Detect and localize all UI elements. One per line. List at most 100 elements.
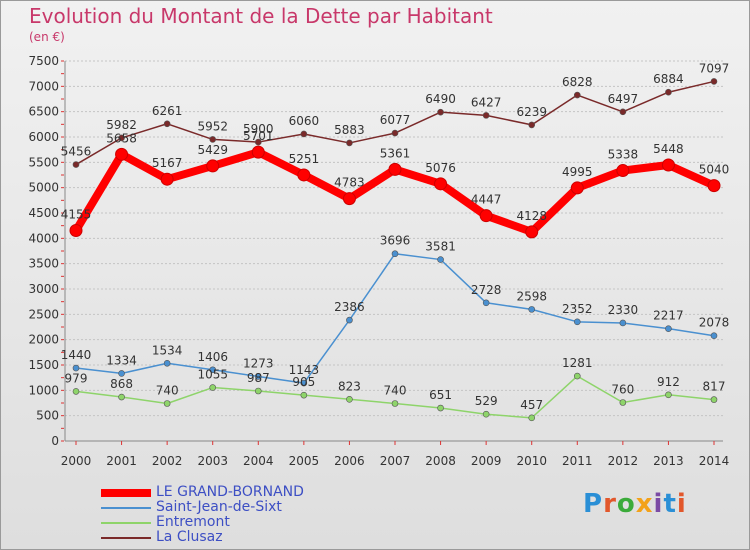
data-point	[254, 373, 262, 380]
data-label: 4155	[61, 207, 92, 221]
data-label: 6490	[425, 92, 456, 106]
data-point	[391, 129, 399, 137]
logo-letter: i	[653, 489, 664, 519]
data-label: 912	[657, 375, 680, 389]
data-label: 1281	[562, 356, 593, 370]
x-tick-label: 2009	[471, 454, 502, 468]
data-label: 5883	[334, 123, 365, 137]
data-point	[72, 161, 80, 168]
data-point	[209, 384, 217, 391]
data-point	[710, 396, 718, 403]
data-label: 7097	[699, 61, 730, 75]
data-point	[72, 388, 80, 395]
data-point	[619, 108, 627, 116]
data-label: 651	[429, 388, 452, 402]
y-tick-label: 500	[36, 409, 59, 423]
x-tick-label: 2012	[608, 454, 639, 468]
logo-letter: t	[663, 489, 677, 519]
data-point	[570, 181, 584, 195]
data-point	[528, 414, 536, 422]
y-tick-label: 4500	[28, 206, 59, 220]
data-point	[616, 164, 630, 178]
x-tick-label: 2011	[562, 454, 593, 468]
data-point	[482, 299, 490, 307]
data-label: 2728	[471, 283, 502, 297]
data-label: 740	[384, 384, 407, 398]
legend-swatch	[101, 537, 151, 539]
data-label: 3696	[380, 234, 411, 248]
x-tick-label: 2006	[334, 454, 365, 468]
data-label: 6239	[516, 105, 547, 119]
data-label: 3581	[425, 240, 456, 254]
data-label: 4447	[471, 193, 502, 207]
data-label: 2598	[516, 289, 547, 303]
data-label: 740	[156, 384, 179, 398]
data-label: 5952	[197, 119, 228, 133]
y-tick-label: 5500	[28, 155, 59, 169]
data-label: 2352	[562, 302, 593, 316]
data-label: 2330	[608, 303, 639, 317]
data-label: 817	[703, 380, 726, 394]
data-point	[346, 139, 353, 147]
data-point	[209, 366, 217, 374]
data-label: 1273	[243, 357, 274, 371]
data-point	[665, 88, 672, 96]
data-label: 5251	[289, 152, 320, 166]
x-tick-label: 2001	[106, 454, 137, 468]
y-tick-label: 2000	[28, 333, 59, 347]
data-point	[665, 325, 672, 332]
y-tick-label: 2500	[28, 307, 59, 321]
data-label: 823	[338, 379, 361, 393]
data-label: 6261	[152, 104, 183, 118]
data-point	[254, 387, 262, 395]
x-tick-label: 2003	[197, 454, 228, 468]
y-tick-label: 6000	[28, 130, 59, 144]
data-point	[525, 225, 539, 239]
data-point	[528, 121, 536, 129]
data-label: 2078	[699, 316, 730, 330]
y-tick-label: 1500	[28, 358, 59, 372]
data-label: 5361	[380, 146, 411, 160]
data-point	[528, 306, 536, 313]
x-tick-label: 2002	[152, 454, 183, 468]
data-point	[163, 359, 171, 367]
data-point	[665, 391, 672, 399]
data-point	[69, 223, 83, 237]
legend-swatch	[101, 507, 151, 509]
data-label: 979	[65, 371, 88, 385]
x-tick-label: 2007	[380, 454, 411, 468]
data-label: 987	[247, 371, 270, 385]
data-label: 457	[520, 398, 543, 412]
data-label: 2217	[653, 309, 684, 323]
data-label: 1143	[289, 363, 320, 377]
data-point	[163, 120, 171, 128]
data-point	[661, 158, 675, 172]
y-tick-label: 7500	[28, 54, 59, 68]
data-label: 2386	[334, 300, 365, 314]
data-point	[482, 112, 490, 119]
data-point	[437, 404, 444, 412]
x-tick-label: 2010	[516, 454, 547, 468]
data-point	[346, 316, 353, 324]
x-tick-label: 2005	[289, 454, 320, 468]
data-point	[479, 209, 493, 223]
y-tick-label: 1000	[28, 383, 59, 397]
data-label: 868	[110, 377, 133, 391]
data-point	[72, 364, 80, 372]
logo-letter: x	[635, 489, 654, 519]
data-label: 5982	[106, 118, 137, 132]
y-tick-label: 4000	[28, 231, 59, 245]
data-point	[206, 159, 220, 173]
data-label: 5076	[425, 161, 456, 175]
data-label: 4783	[334, 176, 365, 190]
data-point	[573, 91, 581, 99]
data-point	[209, 136, 217, 143]
y-tick-label: 6500	[28, 105, 59, 119]
data-point	[115, 147, 129, 161]
legend-label: Entremont	[156, 514, 230, 530]
data-point	[118, 393, 125, 401]
y-tick-label: 5000	[28, 181, 59, 195]
logo-letter: o	[616, 489, 636, 519]
